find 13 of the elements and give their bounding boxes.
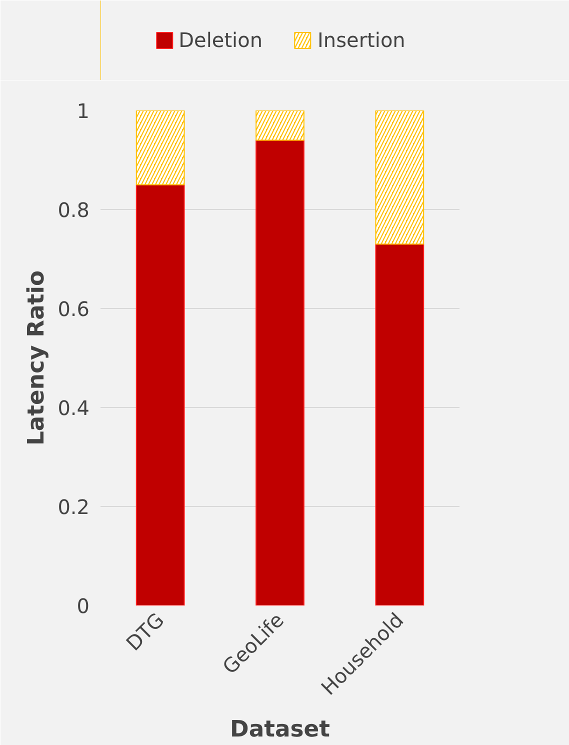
y-tick-label: 0.8: [58, 198, 90, 222]
y-tick-label: 0.2: [58, 495, 90, 519]
bar: [256, 140, 304, 606]
y-tick-label: 0.6: [58, 297, 90, 321]
legend-label: Deletion: [178, 28, 263, 52]
y-tick-label: 0: [76, 594, 90, 618]
y-tick-label: 0.4: [58, 396, 90, 420]
bar: [136, 184, 185, 606]
y-axis-title: Latency Ratio: [24, 270, 50, 446]
bar: [375, 244, 424, 606]
y-tick-label: 1: [76, 99, 90, 123]
x-axis-title: Dataset: [230, 716, 330, 742]
legend-label: Insertion: [318, 28, 406, 52]
